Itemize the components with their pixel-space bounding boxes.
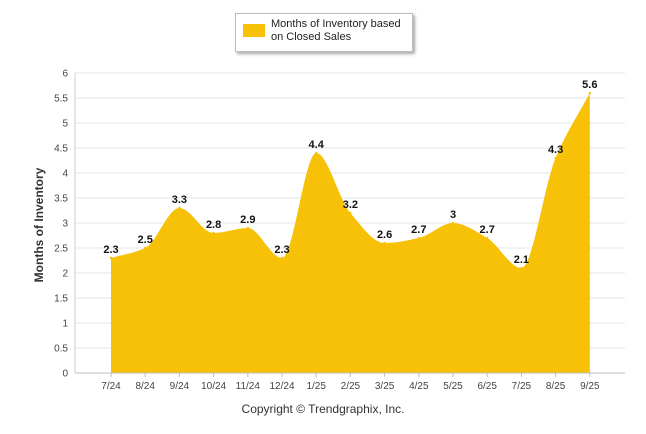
y-tick-label: 3 bbox=[62, 219, 68, 230]
data-label: 3 bbox=[450, 209, 456, 221]
x-tick-label: 10/24 bbox=[201, 381, 226, 392]
legend-swatch bbox=[243, 24, 265, 37]
x-tick-label: 2/25 bbox=[341, 381, 361, 392]
y-tick-label: 1 bbox=[62, 319, 68, 330]
x-tick-label: 5/25 bbox=[443, 381, 463, 392]
data-point bbox=[383, 241, 386, 245]
plot-area bbox=[109, 91, 591, 373]
y-tick-label: 4.5 bbox=[54, 144, 68, 155]
data-label: 5.6 bbox=[582, 79, 597, 91]
data-point bbox=[315, 151, 318, 155]
data-label: 2.5 bbox=[138, 234, 153, 246]
x-tick-label: 4/25 bbox=[409, 381, 429, 392]
x-tick-label: 3/25 bbox=[375, 381, 395, 392]
data-label: 4.3 bbox=[548, 144, 563, 156]
data-labels: 2.3 2.5 3.3 2.8 2.9 2.3 4.4 3.2 2.6 2.7 3 2.7 2.1 4.3… bbox=[103, 79, 597, 266]
x-tick-label: 11/24 bbox=[236, 381, 261, 392]
data-point bbox=[520, 266, 523, 270]
data-point bbox=[212, 231, 215, 235]
x-tick-label: 9/25 bbox=[580, 381, 600, 392]
data-label: 3.3 bbox=[172, 194, 187, 206]
data-label: 2.8 bbox=[206, 219, 221, 231]
y-tick-label: 2.5 bbox=[54, 244, 68, 255]
x-tick-label: 9/24 bbox=[170, 381, 190, 392]
data-point bbox=[486, 236, 489, 240]
series-area bbox=[111, 93, 590, 373]
y-tick-label: 3.5 bbox=[54, 194, 68, 205]
data-point bbox=[554, 156, 557, 160]
y-tick-label: 2 bbox=[62, 269, 68, 280]
data-label: 3.2 bbox=[343, 199, 358, 211]
x-tick-label: 7/25 bbox=[512, 381, 532, 392]
data-point bbox=[246, 226, 249, 230]
y-tick-label: 4 bbox=[62, 169, 68, 180]
data-label: 2.1 bbox=[514, 254, 529, 266]
data-point bbox=[451, 221, 455, 225]
x-tick-label: 6/25 bbox=[477, 381, 497, 392]
data-label: 2.3 bbox=[103, 244, 118, 256]
legend-label: Months of Inventory based on Closed Sale… bbox=[271, 18, 401, 43]
x-tick-label: 8/24 bbox=[135, 381, 155, 392]
x-tick-label: 1/25 bbox=[306, 381, 326, 392]
legend: Months of Inventory based on Closed Sale… bbox=[235, 13, 413, 52]
data-point bbox=[588, 91, 591, 95]
y-tick-label: 1.5 bbox=[54, 294, 68, 305]
y-tick-label: 5 bbox=[62, 119, 68, 130]
data-point bbox=[178, 206, 181, 210]
data-label: 2.9 bbox=[240, 214, 255, 226]
x-tick-label: 12/24 bbox=[269, 381, 294, 392]
data-label: 2.3 bbox=[274, 244, 289, 256]
data-point bbox=[109, 256, 113, 260]
data-label: 4.4 bbox=[309, 139, 325, 151]
x-tick-label: 7/24 bbox=[101, 381, 121, 392]
axes: 0 0.5 1 1.5 2 2.5 3 3.5 4 4.5 5 5.5 6 7/24 8/24 9/24 10/… bbox=[54, 69, 625, 392]
y-tick-label: 6 bbox=[62, 69, 68, 80]
copyright-text: Copyright © Trendgraphix, Inc. bbox=[241, 402, 405, 416]
y-tick-label: 5.5 bbox=[54, 94, 68, 105]
data-label: 2.7 bbox=[480, 224, 495, 236]
data-point bbox=[144, 246, 147, 250]
y-axis-title: Months of Inventory bbox=[32, 167, 46, 282]
data-label: 2.7 bbox=[411, 224, 426, 236]
data-point bbox=[417, 236, 420, 240]
data-point bbox=[280, 256, 284, 260]
data-label: 2.6 bbox=[377, 229, 392, 241]
data-point bbox=[349, 211, 352, 215]
y-tick-label: 0.5 bbox=[54, 344, 68, 355]
x-tick-label: 8/25 bbox=[546, 381, 566, 392]
y-tick-label: 0 bbox=[62, 369, 68, 380]
